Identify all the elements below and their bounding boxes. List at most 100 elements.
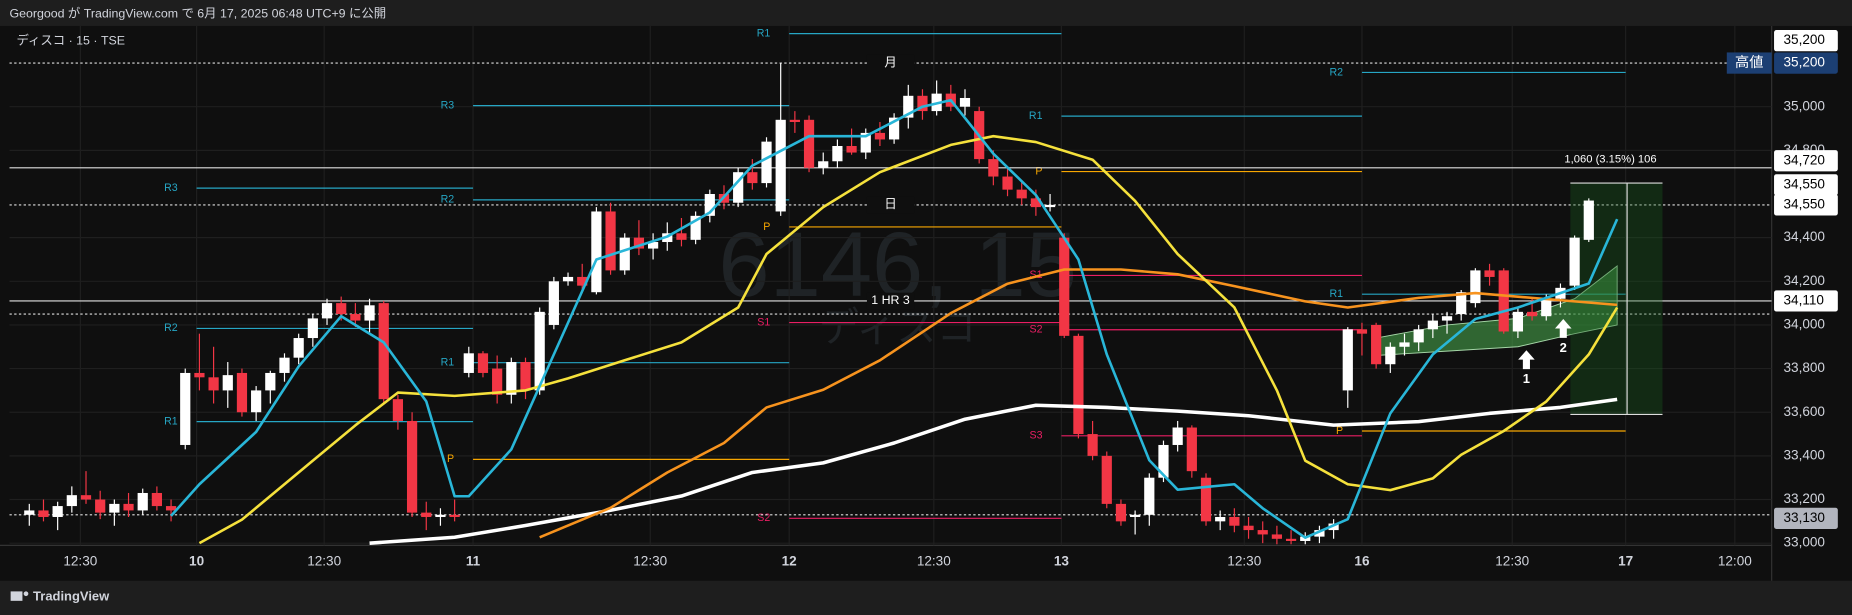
pivot-label: R3 [164,182,178,194]
candle-body [577,276,588,286]
candle-body [1271,534,1283,539]
candle-body [66,495,77,507]
candle-body [151,492,162,507]
x-tick-label: 12:30 [307,553,341,568]
candle-body [591,211,602,293]
level-tag: 1 HR 3 [871,293,910,307]
candle-body [307,318,318,339]
y-tick-label: 33,400 [1783,447,1825,462]
price-label-bg [1774,194,1838,216]
candle-body [889,117,900,140]
level-tag: 日 [884,197,896,211]
candle-body [1002,176,1013,190]
candle-body [506,362,517,395]
candle-body [95,499,106,513]
candle-body [208,377,219,391]
candle-body [704,194,715,216]
y-tick-label: 35,000 [1783,98,1825,113]
price-label: 34,720 [1783,152,1825,167]
candle-body [477,353,489,373]
candle-body [548,281,559,325]
candle-body [1101,455,1112,504]
level-tag-bg [866,196,915,214]
candle-body [392,399,404,421]
candle-body [1328,523,1339,531]
candle-body [38,510,49,517]
candle-body [52,506,63,517]
candle-body [435,514,446,517]
candle-body [123,503,134,511]
candle-body [1441,316,1453,321]
pivot-label: P [447,453,454,465]
candle-body [1484,270,1495,277]
pivot-label: R3 [441,99,455,111]
candle-body [1087,434,1098,456]
candle-body [180,372,191,445]
measure-label: 1,060 (3.15%) 106 [1564,153,1656,165]
price-tag: 高値 [1735,54,1763,71]
candle-body [251,390,262,413]
pivot-label: R2 [164,322,178,334]
candle-body [1030,198,1041,208]
candle-body [747,172,758,184]
candle-body [463,353,474,373]
candle-body [24,510,35,515]
price-label-bg [1774,174,1838,196]
candle-body [1399,342,1410,347]
plot: R3 R2 R1 R3 R2 R1 P R1 P S1 S2 R1 P S1 S2 S3 R2 R1 P 月日 1 HR… [9,25,1772,546]
price-label: 35,200 [1783,55,1825,70]
level-tag: 月 [884,55,896,69]
pivot-label: R1 [1029,110,1043,122]
candle-body [676,233,687,240]
candle-body [803,119,815,168]
candle-body [293,338,304,358]
candle-body [1356,329,1368,334]
ma-line [539,268,1618,539]
candle-body [959,97,971,107]
x-tick-label: 12:00 [1718,553,1752,568]
candle-body [690,215,701,240]
candle-body [321,303,333,319]
candle-body [449,514,460,517]
candle-body [1413,329,1424,343]
x-tick-label: 12 [782,553,797,568]
price-label: 34,110 [1783,293,1824,308]
pivot-label: R1 [757,27,771,39]
candle-body [860,132,871,153]
pivot-label: P [1035,165,1042,177]
candle-body [605,211,616,271]
candle-body [421,512,432,517]
candle-body [633,237,645,249]
candle-body [137,492,148,511]
candle-body [1200,477,1212,522]
x-tick-label: 10 [189,553,204,568]
cloud [1375,265,1618,356]
candle-body [1498,270,1509,332]
candle-body [619,237,630,271]
candle-body [1526,311,1538,317]
candle-body [1115,503,1127,522]
candle-body [534,311,545,391]
candle-body [1385,346,1396,365]
logo [10,591,29,601]
candle-body [336,303,347,315]
y-tick-label: 33,200 [1783,491,1825,506]
arrow-label: 1 [1523,371,1530,386]
brand: TradingView [33,589,110,604]
candle-body [1512,311,1524,332]
candle-body [903,95,914,118]
x-tick-label: 12:30 [633,553,667,568]
publisher: Georgood が TradingView.com で 6月 17, 2025… [9,5,386,20]
price-label: 35,200 [1783,32,1825,47]
candle-body [1215,516,1226,522]
level-tag-bg [866,292,915,310]
x-tick-label: 12:30 [1227,553,1261,568]
ma-line [198,134,1619,545]
y-tick-label: 34,000 [1783,317,1825,332]
candle-body [1285,538,1297,541]
candle-body [1314,530,1325,537]
pivot-label: S3 [1030,430,1043,442]
arrow-label: 2 [1560,340,1567,355]
candle-body [846,145,857,153]
price-tag-bg [1726,52,1772,74]
